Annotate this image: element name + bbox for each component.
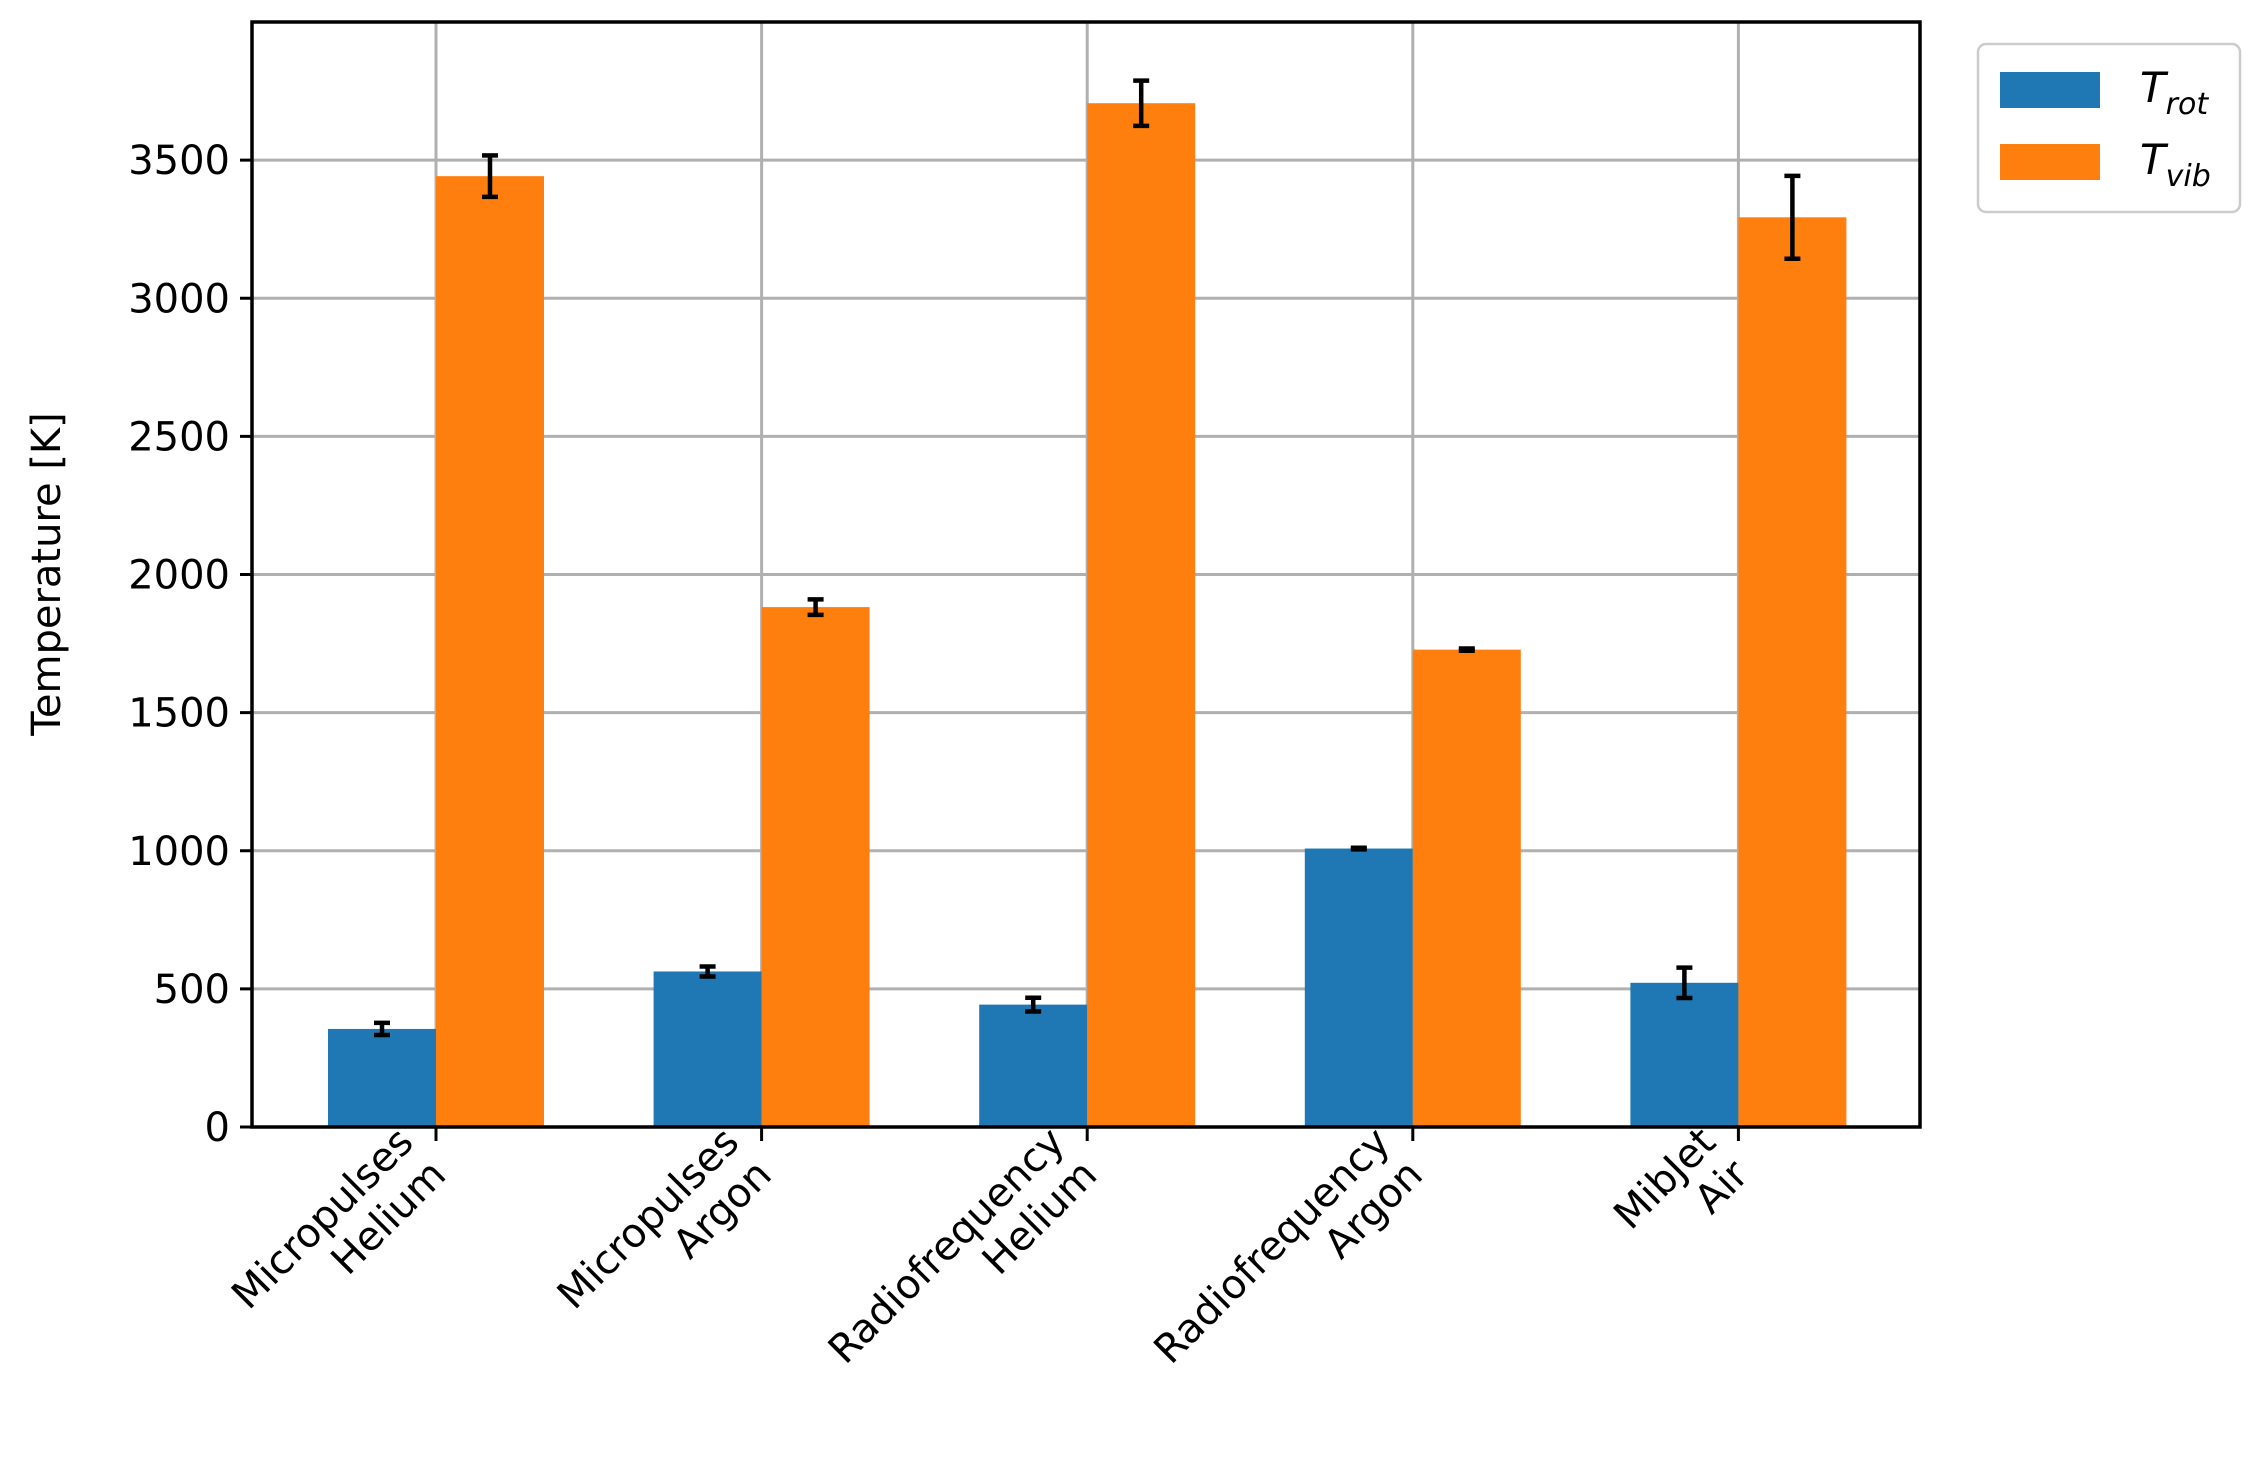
y-tick-label: 3000 (128, 276, 230, 322)
y-tick-label: 2000 (128, 553, 230, 599)
y-tick-label: 3500 (128, 138, 230, 184)
legend: Trot Tvib (1976, 42, 2242, 214)
error-bars (374, 78, 1801, 1038)
legend-label: Tvib (2140, 135, 2211, 194)
bar-rot (653, 971, 762, 1127)
error-bar-rot (1676, 965, 1693, 1001)
y-axis: 0 500 1000 1500 2000 2500 3000 3500 (128, 138, 252, 1151)
legend-swatch (2000, 144, 2100, 180)
error-bar-rot (374, 1020, 390, 1038)
y-axis-label: Temperature [K] (24, 412, 70, 737)
bar-rot (1630, 982, 1739, 1127)
legend-swatch (2000, 72, 2100, 108)
bars (328, 103, 1847, 1128)
bar-rot (979, 1004, 1088, 1127)
y-tick-label: 1500 (128, 691, 230, 737)
bar-rot (328, 1028, 436, 1127)
bar-vib (1412, 649, 1521, 1127)
error-bar-rot (1350, 845, 1367, 852)
error-bar-vib (807, 597, 824, 618)
legend-label: Trot (2140, 63, 2209, 122)
error-bar-rot (1025, 995, 1042, 1014)
y-tick-label: 1000 (128, 829, 230, 875)
bar-vib (761, 607, 870, 1127)
y-tick-label: 2500 (128, 414, 230, 460)
bar-vib (1087, 103, 1196, 1127)
error-bar-vib (1133, 78, 1150, 129)
error-bar-rot (699, 964, 716, 979)
bar-vib (1738, 217, 1847, 1128)
error-bar-vib (482, 153, 498, 200)
y-tick-label: 0 (205, 1105, 230, 1151)
error-bar-vib (1458, 646, 1475, 653)
bar-rot (1304, 848, 1413, 1127)
error-bar-vib (1784, 173, 1801, 261)
y-tick-label: 500 (154, 967, 230, 1013)
bar-vib (436, 176, 544, 1127)
